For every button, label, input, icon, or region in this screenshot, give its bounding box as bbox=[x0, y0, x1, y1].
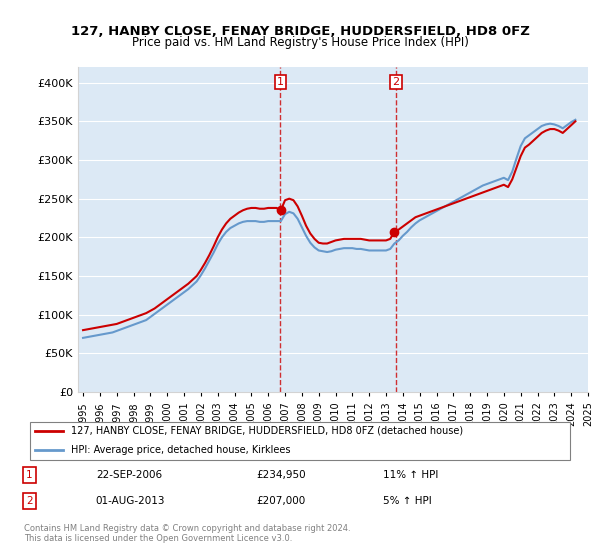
Bar bbox=[280, 67, 396, 392]
Text: Contains HM Land Registry data © Crown copyright and database right 2024.
This d: Contains HM Land Registry data © Crown c… bbox=[24, 524, 350, 543]
Text: HPI: Average price, detached house, Kirklees: HPI: Average price, detached house, Kirk… bbox=[71, 445, 290, 455]
Text: 5% ↑ HPI: 5% ↑ HPI bbox=[383, 496, 431, 506]
Text: 22-SEP-2006: 22-SEP-2006 bbox=[96, 470, 162, 480]
Text: £207,000: £207,000 bbox=[256, 496, 305, 506]
Text: 127, HANBY CLOSE, FENAY BRIDGE, HUDDERSFIELD, HD8 0FZ: 127, HANBY CLOSE, FENAY BRIDGE, HUDDERSF… bbox=[71, 25, 529, 38]
FancyBboxPatch shape bbox=[29, 422, 571, 460]
Text: 1: 1 bbox=[277, 77, 284, 87]
Text: £234,950: £234,950 bbox=[256, 470, 305, 480]
Text: 127, HANBY CLOSE, FENAY BRIDGE, HUDDERSFIELD, HD8 0FZ (detached house): 127, HANBY CLOSE, FENAY BRIDGE, HUDDERSF… bbox=[71, 426, 463, 436]
Text: 01-AUG-2013: 01-AUG-2013 bbox=[96, 496, 165, 506]
Text: 2: 2 bbox=[392, 77, 400, 87]
Text: 2: 2 bbox=[26, 496, 33, 506]
Text: 1: 1 bbox=[26, 470, 33, 480]
Text: 11% ↑ HPI: 11% ↑ HPI bbox=[383, 470, 438, 480]
Text: Price paid vs. HM Land Registry's House Price Index (HPI): Price paid vs. HM Land Registry's House … bbox=[131, 36, 469, 49]
